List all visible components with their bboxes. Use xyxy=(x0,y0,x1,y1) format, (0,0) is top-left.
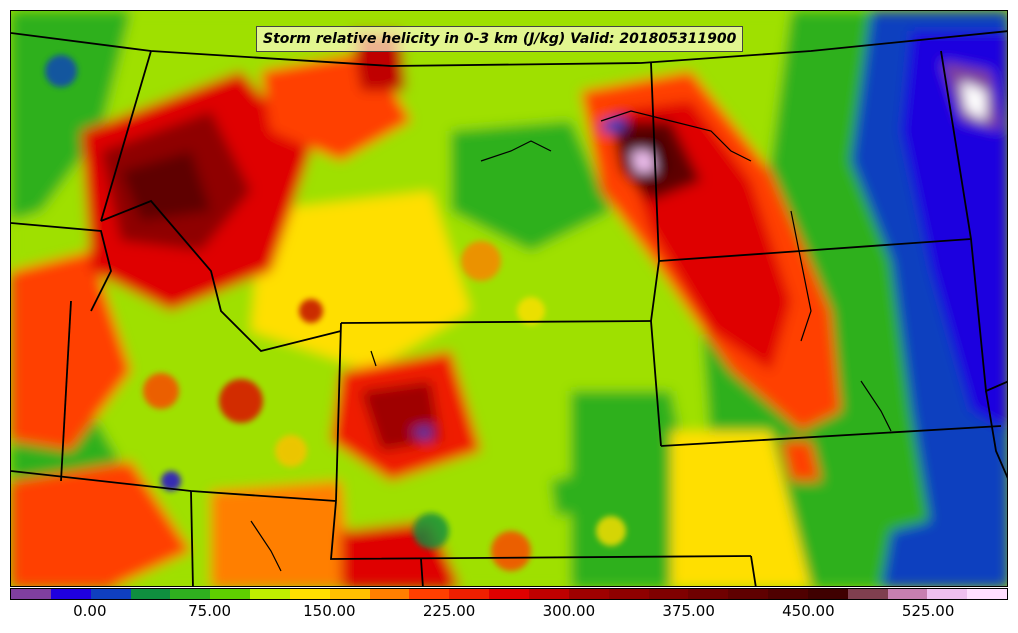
colorbar-tick-label: 375.00 xyxy=(662,602,715,620)
colorbar-segment xyxy=(807,589,848,599)
colorbar-segment xyxy=(967,589,1008,599)
colorbar-segment xyxy=(329,589,370,599)
colorbar-segment xyxy=(608,589,649,599)
colorbar-tick-label: 150.00 xyxy=(303,602,356,620)
colorbar-segment xyxy=(289,589,330,599)
helicity-map[interactable]: Storm relative helicity in 0-3 km (J/kg)… xyxy=(10,10,1008,587)
colorbar-segment xyxy=(11,589,51,599)
colorbar-segment xyxy=(449,589,490,599)
colorbar-tick-label: 450.00 xyxy=(782,602,835,620)
colorbar-segment xyxy=(90,589,131,599)
colorbar-segment xyxy=(688,589,729,599)
colorbar-tick-label: 0.00 xyxy=(73,602,107,620)
state-borders xyxy=(11,30,1007,586)
map-title: Storm relative helicity in 0-3 km (J/kg)… xyxy=(256,26,744,52)
colorbar-tick-label: 300.00 xyxy=(542,602,596,620)
water-features xyxy=(250,110,892,572)
colorbar-segment xyxy=(728,589,769,599)
texture-speckles xyxy=(45,55,626,571)
colorbar-tick-label: 75.00 xyxy=(188,602,232,620)
colorbar-segment xyxy=(170,589,211,599)
colorbar-segment xyxy=(528,589,569,599)
colorbar-segment xyxy=(130,589,171,599)
colorbar-segment xyxy=(648,589,689,599)
colorbar-labels: 0.00 75.00 150.00 225.00 300.00 375.00 450.00 5… xyxy=(10,602,1008,626)
colorbar-segment xyxy=(409,589,450,599)
colorbar-segment xyxy=(847,589,888,599)
colorbar-tick-label: 225.00 xyxy=(422,602,476,620)
colorbar-segment xyxy=(210,589,251,599)
colorbar-segment xyxy=(887,589,928,599)
colorbar xyxy=(10,588,1008,600)
colorbar-segment xyxy=(50,589,91,599)
colorbar-segment xyxy=(250,589,290,599)
colorbar-segment xyxy=(768,589,808,599)
colorbar-segment xyxy=(568,589,609,599)
colorbar-segment xyxy=(927,589,968,599)
colorbar-segment xyxy=(369,589,410,599)
colorbar-segment xyxy=(489,589,529,599)
helicity-field xyxy=(11,11,1007,586)
colorbar-tick-label: 525.00 xyxy=(901,602,955,620)
map-canvas xyxy=(11,11,1007,586)
